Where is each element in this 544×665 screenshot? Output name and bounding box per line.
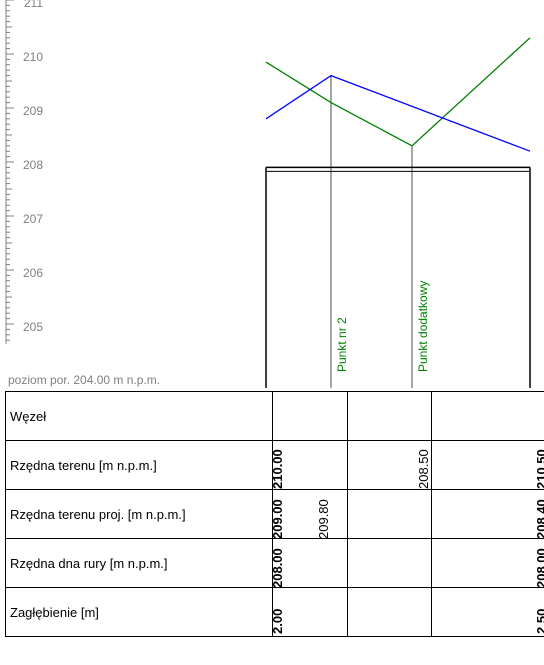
- val-a-zag: 2.00: [270, 609, 285, 634]
- cell-dna-c: [432, 539, 544, 588]
- val-a-proj: 209.00: [270, 499, 285, 539]
- cell-wezel-b: [348, 392, 432, 441]
- val-c-teren-extra: 208.50: [416, 449, 431, 489]
- cell-wezel-c: [432, 392, 544, 441]
- cell-proj-b: [348, 490, 432, 539]
- row-proj-label: Rzędna terenu proj. [m n.p.m.]: [6, 490, 273, 539]
- cell-dna-b: [348, 539, 432, 588]
- cell-zag-b: [348, 588, 432, 637]
- row-zag-label: Zagłębienie [m]: [6, 588, 273, 637]
- val-c-zag: 2.50: [534, 609, 544, 634]
- val-c-proj: 208.40: [534, 499, 544, 539]
- val-c-dna: 208.00: [534, 548, 544, 588]
- val-a-dna: 208.00: [270, 548, 285, 588]
- point-label-1: Punkt nr 2: [335, 317, 349, 372]
- row-wezel-label: Węzeł: [6, 392, 273, 441]
- row-teren-label: Rzędna terenu [m n.p.m.]: [6, 441, 273, 490]
- val-a-teren: 210.00: [270, 449, 285, 489]
- row-dna-label: Rzędna dna rury [m n.p.m.]: [6, 539, 273, 588]
- cell-zag-c: [432, 588, 544, 637]
- cell-teren-c: [432, 441, 544, 490]
- cell-proj-c: [432, 490, 544, 539]
- point-label-2: Punkt dodatkowy: [416, 281, 430, 372]
- profile-chart: [0, 0, 544, 390]
- val-b-proj-extra: 209.80: [316, 499, 331, 539]
- cell-wezel-a: [273, 392, 348, 441]
- val-c-teren: 210.50: [534, 449, 544, 489]
